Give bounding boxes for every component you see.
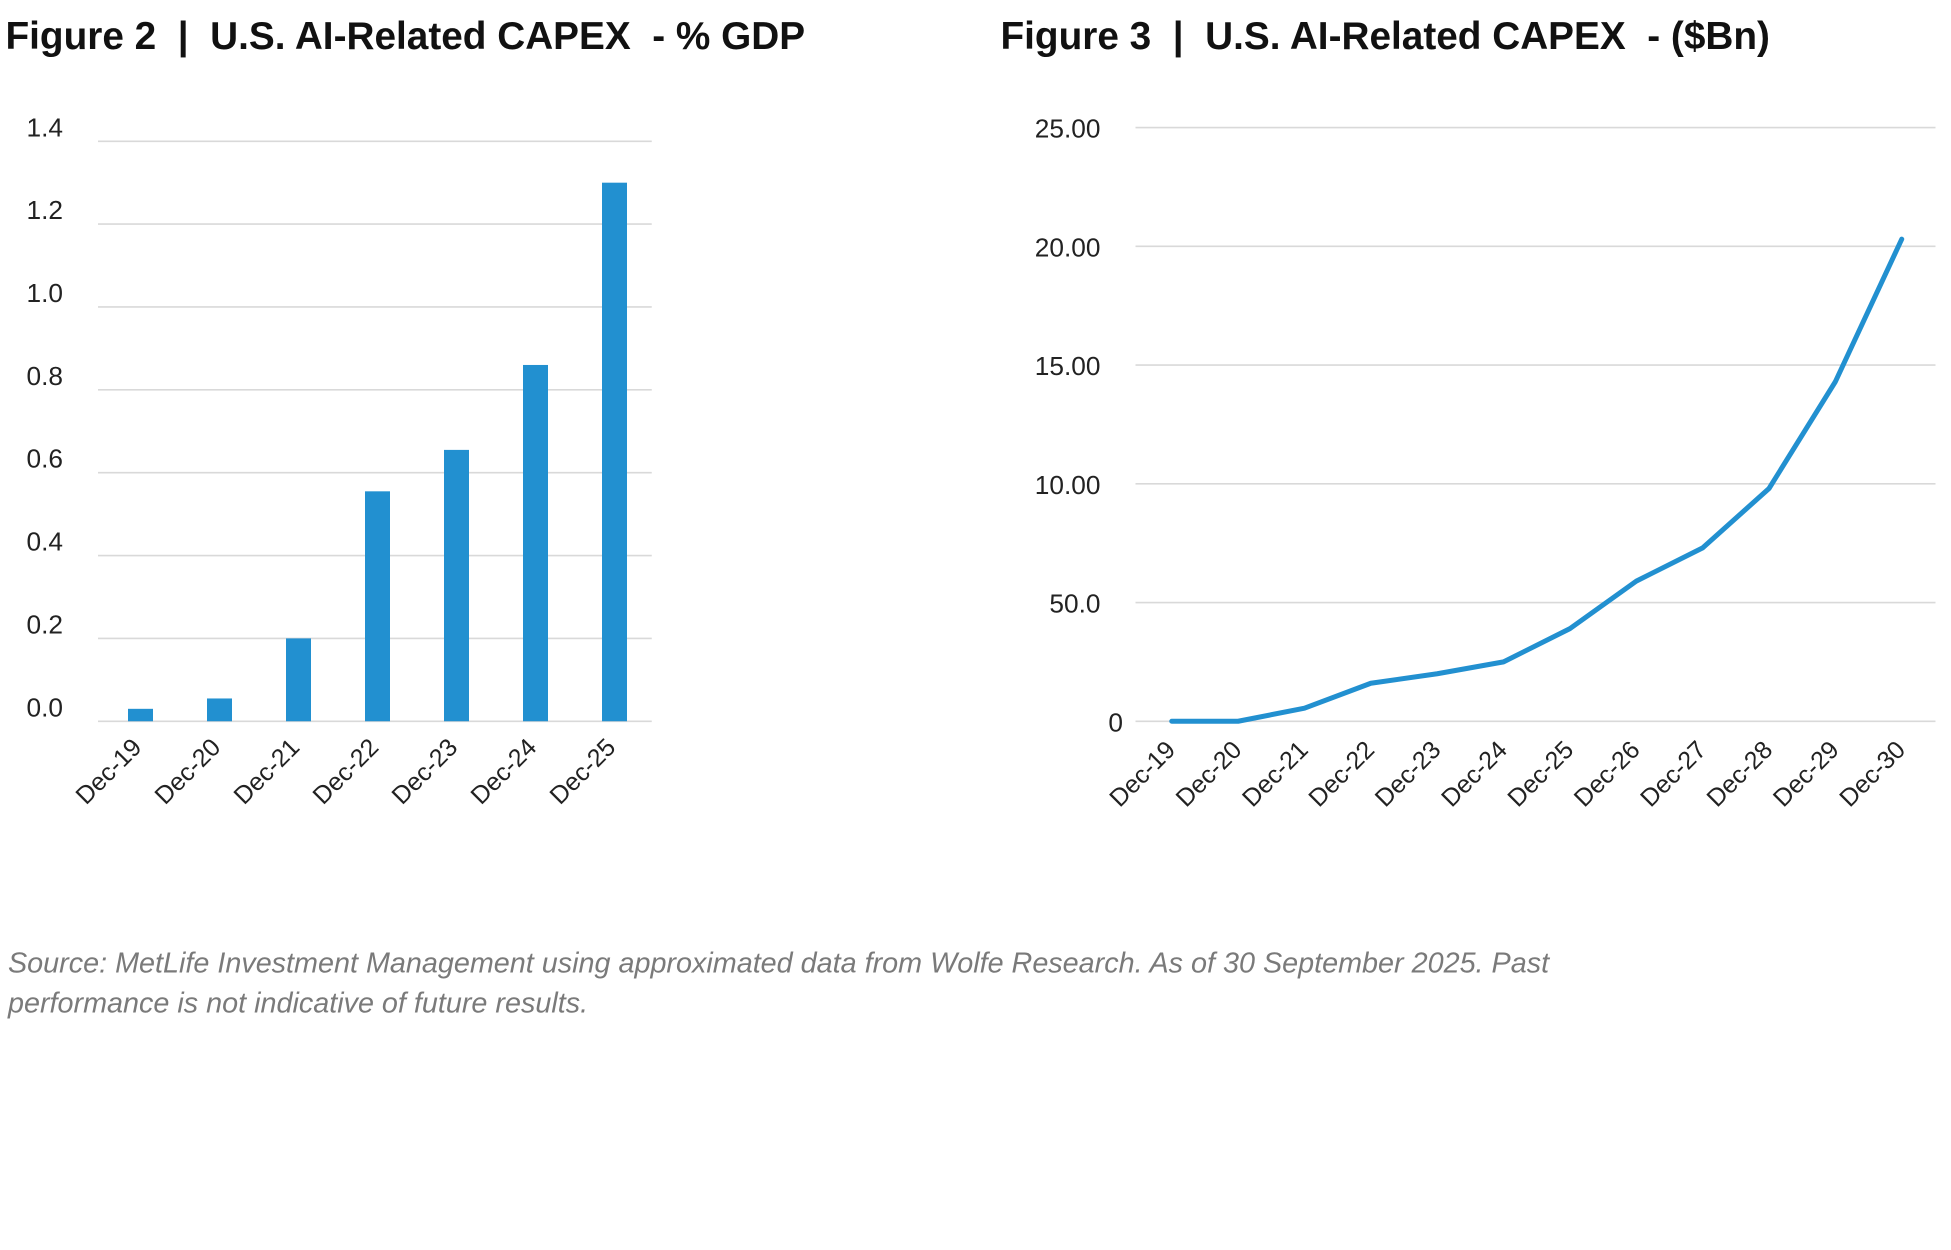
x-tick-label: Dec-25 xyxy=(544,733,621,810)
series-line xyxy=(1169,236,1905,724)
y-tick-label: 0 xyxy=(1108,707,1123,737)
x-tick-label: Dec-22 xyxy=(307,733,384,810)
x-tick-label: Dec-23 xyxy=(1370,736,1447,813)
bar-dec-23 xyxy=(444,449,469,722)
x-tick-label: Dec-25 xyxy=(1502,736,1579,813)
y-tick-label: 20.00 xyxy=(1035,232,1101,262)
y-tick-label: 0.4 xyxy=(27,527,64,557)
data-point-dec-29 xyxy=(1834,381,1837,383)
x-tick-label: Dec-26 xyxy=(1569,736,1646,813)
x-tick-label: Dec-22 xyxy=(1303,736,1380,813)
y-tick-label: 50.0 xyxy=(1049,589,1100,619)
x-tick-label: Dec-20 xyxy=(1171,736,1248,813)
x-tick-label: Dec-21 xyxy=(228,733,305,810)
bar-dec-24 xyxy=(523,364,548,722)
x-tick-label: Dec-21 xyxy=(1237,736,1314,813)
data-point-dec-20 xyxy=(1237,720,1239,722)
x-tick-label: Dec-19 xyxy=(1104,736,1181,813)
x-tick-label: Dec-20 xyxy=(149,733,226,810)
data-point-dec-24 xyxy=(1502,661,1505,663)
data-point-dec-25 xyxy=(1569,628,1571,630)
x-tick-label: Dec-27 xyxy=(1635,736,1712,813)
x-tick-label: Dec-30 xyxy=(1834,736,1911,813)
bar-dec-19 xyxy=(128,708,153,722)
data-point-dec-27 xyxy=(1702,547,1704,549)
bar-dec-22 xyxy=(365,491,390,722)
line-chart-capex-bn: 050.010.0015.0020.0025.00Dec-19Dec-20Dec… xyxy=(1035,114,1936,813)
y-tick-label: 10.00 xyxy=(1035,470,1101,500)
figure-3-title: Figure 3 | U.S. AI-Related CAPEX - ($Bn) xyxy=(1001,15,1770,58)
y-tick-label: 0.2 xyxy=(27,609,64,639)
data-point-dec-19 xyxy=(1171,720,1173,722)
y-tick-label: 1.4 xyxy=(27,112,64,142)
source-note-line-1: Source: MetLife Investment Management us… xyxy=(8,948,1550,980)
x-tick-label: Dec-24 xyxy=(465,733,542,810)
data-point-dec-21 xyxy=(1303,707,1306,709)
source-note-line-2: performance is not indicative of future … xyxy=(7,988,588,1020)
x-tick-label: Dec-29 xyxy=(1768,736,1845,813)
x-tick-label: Dec-19 xyxy=(70,733,147,810)
data-point-dec-22 xyxy=(1370,682,1372,684)
bar-dec-20 xyxy=(207,698,232,722)
data-point-dec-28 xyxy=(1768,487,1770,490)
data-point-dec-26 xyxy=(1635,580,1637,582)
figure-2-title: Figure 2 | U.S. AI-Related CAPEX - % GDP xyxy=(6,15,806,58)
y-tick-label: 15.00 xyxy=(1035,351,1101,381)
y-tick-label: 0.8 xyxy=(27,361,64,391)
x-tick-label: Dec-24 xyxy=(1436,736,1513,813)
x-tick-label: Dec-23 xyxy=(386,733,463,810)
bar-dec-25 xyxy=(602,182,627,722)
x-tick-label: Dec-28 xyxy=(1701,736,1778,813)
data-point-dec-30 xyxy=(1901,238,1903,240)
y-tick-label: 1.0 xyxy=(27,278,64,308)
y-tick-label: 1.2 xyxy=(27,195,64,225)
y-tick-label: 0.6 xyxy=(27,444,64,474)
data-point-dec-23 xyxy=(1436,673,1438,675)
y-tick-label: 0.0 xyxy=(27,692,64,722)
y-tick-label: 25.00 xyxy=(1035,114,1101,144)
bar-dec-21 xyxy=(286,638,311,722)
